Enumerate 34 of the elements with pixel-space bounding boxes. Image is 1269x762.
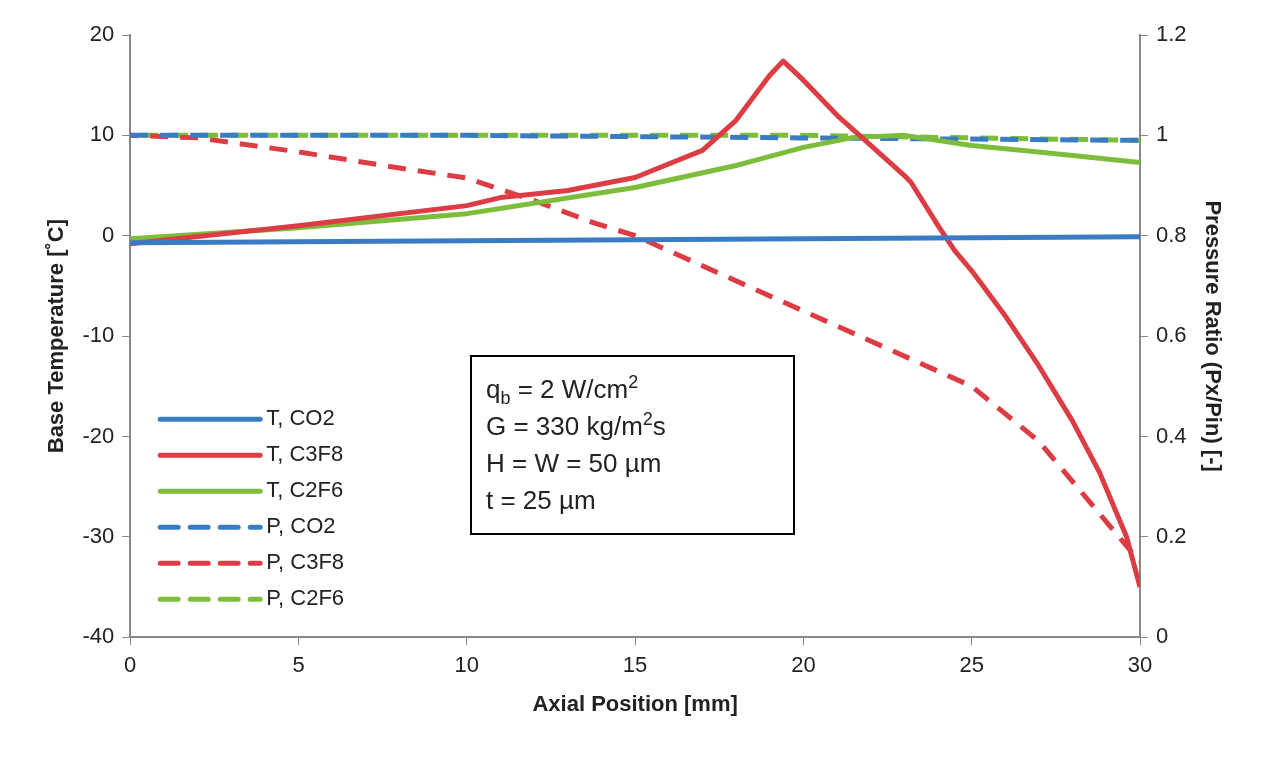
x-tick-label: 5 xyxy=(292,652,305,678)
annotation: q$_{b}$ = 2 W/cm$^{2}$ xyxy=(486,371,640,409)
y2-tick-label: 0.4 xyxy=(1156,422,1187,448)
y-tick-label: -10 xyxy=(82,322,115,348)
y2-tick-label: 0 xyxy=(1156,623,1169,649)
legend-label: T, C3F8 xyxy=(266,441,344,467)
legend-label: P, C3F8 xyxy=(266,549,345,575)
legend-label: P, C2F6 xyxy=(266,585,345,611)
y2-axis-title: Pressure Ratio (Px/Pin) [-] xyxy=(1200,200,1226,472)
x-tick-label: 20 xyxy=(791,652,816,678)
legend-label: T, CO2 xyxy=(266,405,335,431)
x-tick-label: 10 xyxy=(454,652,480,678)
annotation: G = 330 kg/m$^{2}$s xyxy=(486,408,667,443)
y2-tick-label: 1 xyxy=(1156,121,1169,147)
annotation: t = 25 µm xyxy=(486,484,597,517)
y2-tick-label: 0.2 xyxy=(1156,522,1187,548)
x-tick-label: 0 xyxy=(124,652,137,678)
x-axis-title: Axial Position [mm] xyxy=(532,690,738,716)
legend-label: T, C2F6 xyxy=(266,477,344,503)
y-tick-label: -20 xyxy=(82,422,115,448)
y-tick-label: 0 xyxy=(101,221,115,247)
legend-label: P, CO2 xyxy=(266,513,336,539)
y2-tick-label: 0.6 xyxy=(1156,322,1187,348)
x-tick-label: 30 xyxy=(1127,652,1153,678)
y-tick-label: -40 xyxy=(82,623,115,649)
y2-tick-label: 1.2 xyxy=(1156,21,1187,47)
x-tick-label: 15 xyxy=(622,652,648,678)
y-tick-label: 10 xyxy=(89,121,115,147)
annotation: H = W = 50 µm xyxy=(486,447,663,480)
x-tick-label: 25 xyxy=(959,652,984,678)
y2-tick-label: 0.8 xyxy=(1156,221,1187,247)
y-axis-title: Base Temperature [˚C] xyxy=(43,218,69,454)
y-tick-label: 20 xyxy=(89,21,115,47)
y-tick-label: -30 xyxy=(82,522,115,548)
